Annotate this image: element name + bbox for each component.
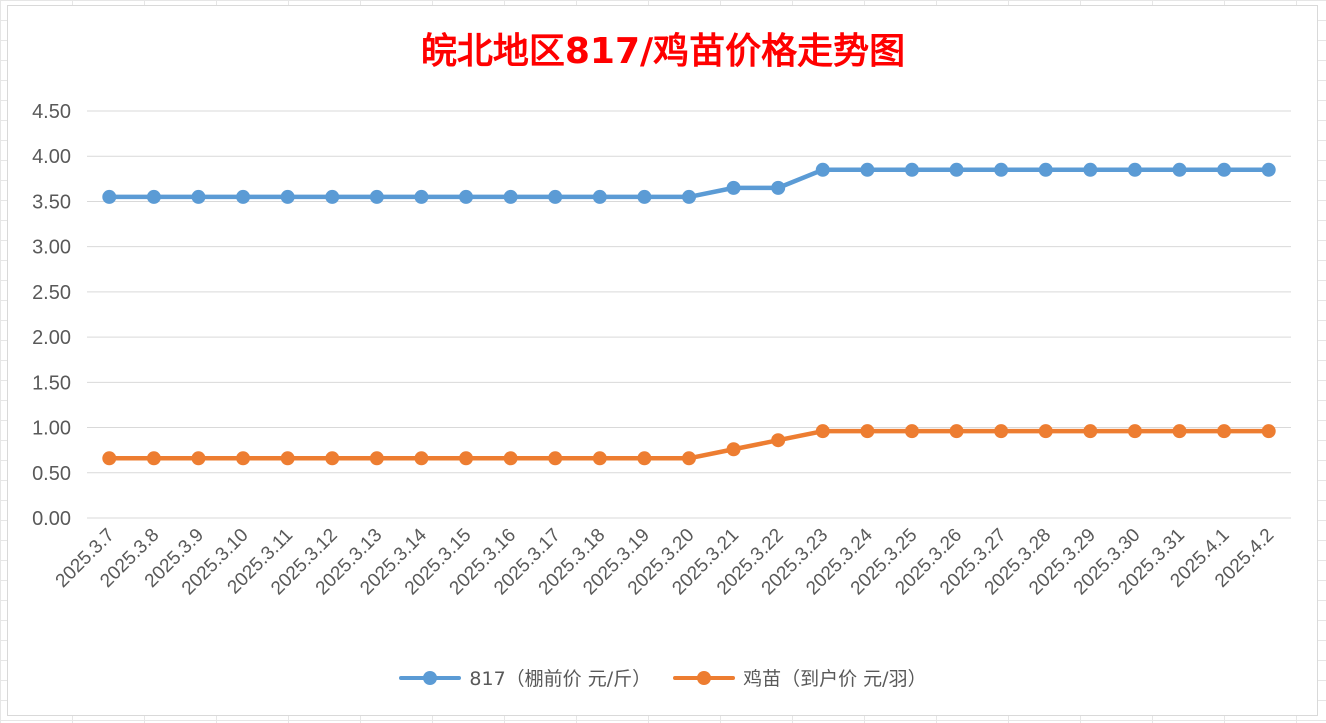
data-point xyxy=(815,424,830,439)
data-point xyxy=(236,451,251,466)
data-point xyxy=(949,162,964,177)
data-point xyxy=(771,180,786,195)
data-point xyxy=(369,189,384,204)
data-point xyxy=(191,451,206,466)
y-tick-label: 4.50 xyxy=(32,101,71,123)
data-point xyxy=(325,189,340,204)
data-point xyxy=(102,189,117,204)
data-point xyxy=(860,162,875,177)
data-point xyxy=(949,424,964,439)
legend-item-chick[interactable]: 鸡苗（到户价 元/羽） xyxy=(673,664,927,691)
legend-label-817: 817（棚前价 元/斤） xyxy=(469,668,652,690)
y-tick-label: 2.00 xyxy=(32,327,71,349)
data-point xyxy=(994,162,1009,177)
data-point xyxy=(414,189,429,204)
data-point xyxy=(1038,424,1053,439)
data-point xyxy=(1261,424,1276,439)
data-point xyxy=(771,433,786,448)
series-lines xyxy=(102,162,1276,466)
y-tick-label: 1.50 xyxy=(32,372,71,394)
y-tick-label: 0.50 xyxy=(32,463,71,485)
data-point xyxy=(1127,424,1142,439)
data-point xyxy=(682,189,696,204)
data-point xyxy=(191,189,206,204)
y-tick-label: 4.00 xyxy=(32,146,71,168)
y-tick-label: 3.50 xyxy=(32,191,71,213)
data-point xyxy=(682,451,696,466)
data-point xyxy=(1172,162,1187,177)
y-tick-label: 2.50 xyxy=(32,282,71,304)
data-point xyxy=(1083,162,1098,177)
y-tick-label: 0.00 xyxy=(32,508,71,530)
data-point xyxy=(414,451,429,466)
data-point xyxy=(860,424,875,439)
data-point xyxy=(1127,162,1142,177)
data-point xyxy=(1217,424,1232,439)
data-point xyxy=(459,451,474,466)
chart-title: 皖北地区817/鸡苗价格走势图 xyxy=(420,31,906,72)
y-tick-label: 3.00 xyxy=(32,237,71,259)
data-point xyxy=(1038,162,1053,177)
data-point xyxy=(726,442,741,457)
data-point xyxy=(236,189,251,204)
data-point xyxy=(146,451,161,466)
chart-area[interactable] xyxy=(7,5,1318,716)
data-point xyxy=(548,189,563,204)
data-point xyxy=(146,189,161,204)
y-tick-label: 1.00 xyxy=(32,418,71,440)
data-point xyxy=(994,424,1009,439)
data-point xyxy=(904,424,919,439)
y-axis-ticks: 0.00 0.50 1.00 1.50 2.00 2.50 3.00 3.50 4.00 4.50 xyxy=(32,101,71,530)
data-point xyxy=(592,189,607,204)
data-point xyxy=(102,451,117,466)
data-point xyxy=(1261,162,1276,177)
legend-swatch-817 xyxy=(399,668,462,688)
data-point xyxy=(815,162,830,177)
data-point xyxy=(325,451,340,466)
data-point xyxy=(503,189,518,204)
data-point xyxy=(637,451,652,466)
data-point xyxy=(1217,162,1232,177)
x-axis-ticks: 2025.3.72025.3.82025.3.92025.3.102025.3.… xyxy=(52,524,1279,599)
data-point xyxy=(726,180,741,195)
data-point xyxy=(369,451,384,466)
data-point xyxy=(503,451,518,466)
legend-swatch-chick xyxy=(673,668,736,688)
data-point xyxy=(1172,424,1187,439)
legend: 817（棚前价 元/斤） 鸡苗（到户价 元/羽） xyxy=(0,664,1326,691)
data-point xyxy=(1083,424,1098,439)
data-point xyxy=(592,451,607,466)
data-point xyxy=(637,189,652,204)
data-point xyxy=(459,189,474,204)
data-point xyxy=(280,451,295,466)
data-point xyxy=(548,451,563,466)
data-point xyxy=(904,162,919,177)
legend-item-817[interactable]: 817（棚前价 元/斤） xyxy=(399,664,651,691)
legend-label-chick: 鸡苗（到户价 元/羽） xyxy=(743,668,927,690)
data-point xyxy=(280,189,295,204)
